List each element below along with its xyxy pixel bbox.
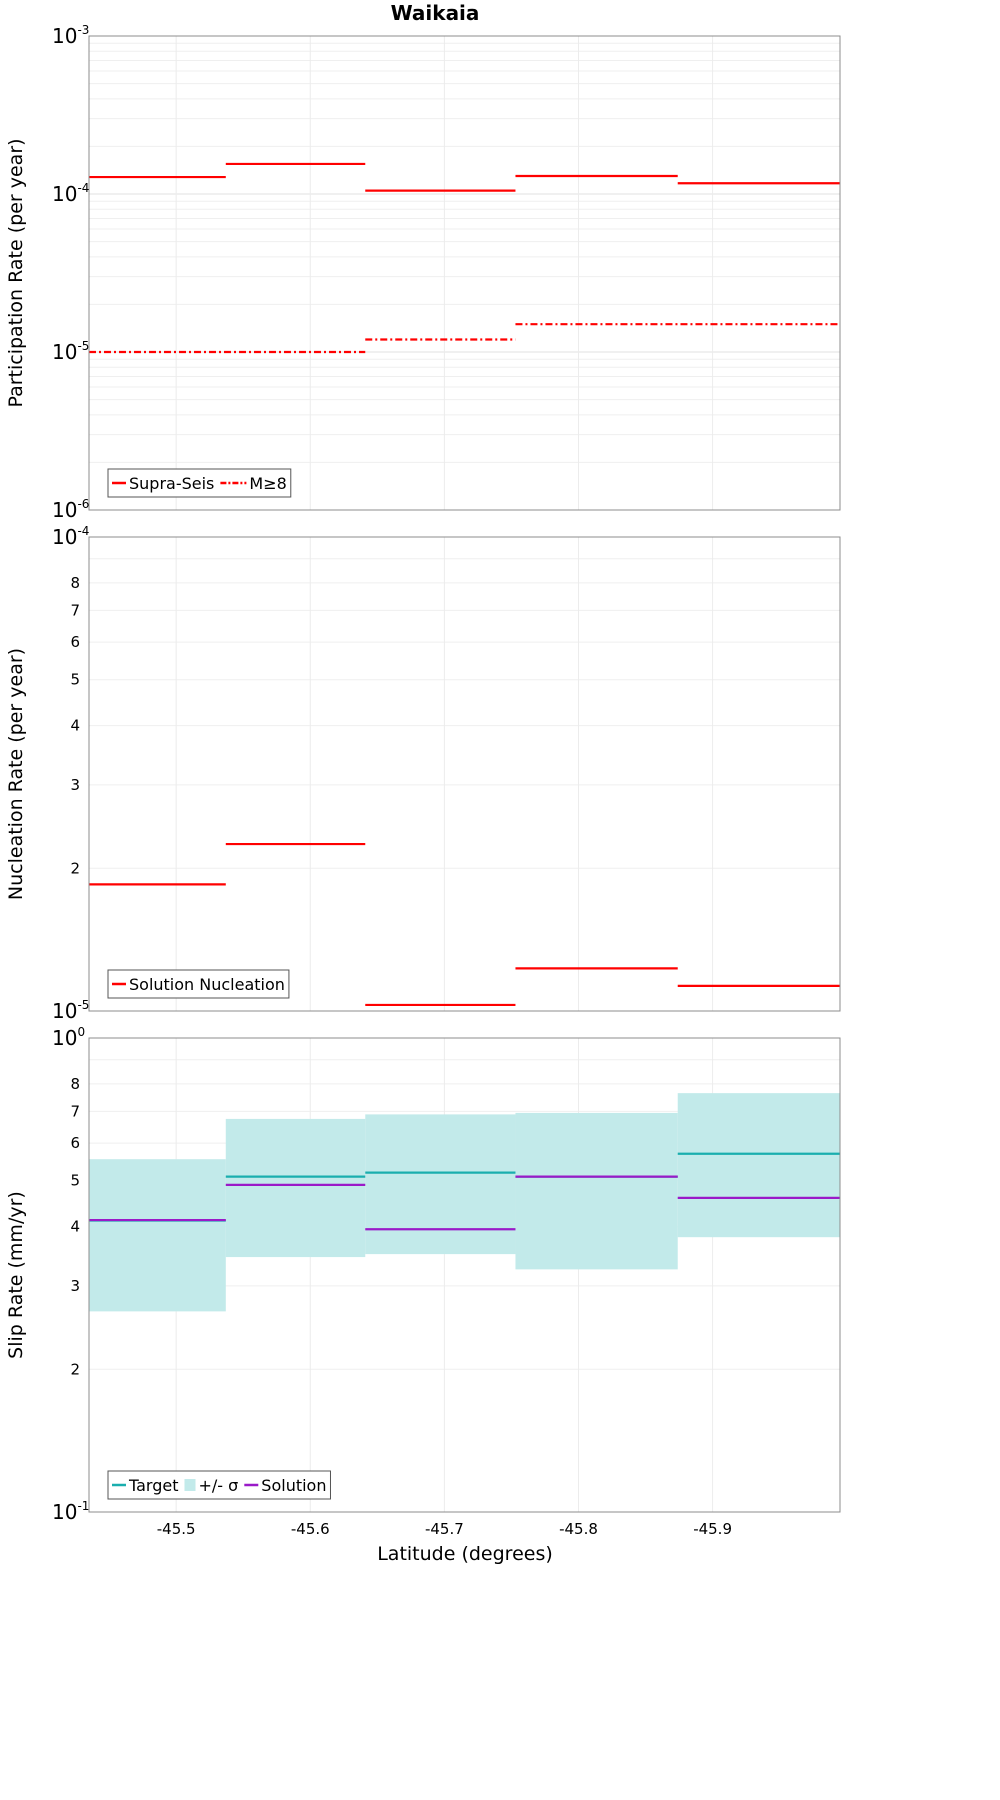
y-tick-label: 10-6 (52, 497, 89, 522)
sigma-band (89, 1159, 226, 1312)
y-axis-label: Participation Rate (per year) (5, 138, 27, 407)
y-minor-tick-label: 8 (70, 1075, 80, 1093)
y-tick-label: 10-5 (52, 339, 89, 364)
legend-label: Target (128, 1476, 179, 1495)
y-axis-label: Slip Rate (mm/yr) (5, 1191, 27, 1359)
y-tick-exponent: -6 (77, 497, 89, 511)
sigma-band (515, 1112, 678, 1270)
y-minor-tick-label: 2 (70, 1360, 80, 1378)
figure: Waikaia 10-6 10-5 10-4 10-3 Participation Ra… (5, 1, 841, 1565)
plot-area (89, 36, 840, 510)
y-minor-tick-label: 3 (70, 776, 80, 794)
plot-frame (88, 1037, 841, 1513)
chart-title: Waikaia (391, 1, 480, 25)
x-tick-label: -45.7 (425, 1520, 464, 1538)
panel-nucleation: 10-5 10-4 2 3 4 5 6 7 8 Nucleation Rate (per year… (5, 524, 841, 1023)
x-tick-label: -45.5 (157, 1520, 196, 1538)
y-minor-tick-label: 6 (70, 1134, 80, 1152)
y-minor-tick-label: 7 (70, 1102, 80, 1120)
legend-box (107, 468, 292, 498)
y-tick-exponent: -1 (77, 1499, 89, 1513)
y-minor-tick-label: 4 (70, 1218, 80, 1236)
legend-label: M≥8 (249, 474, 286, 493)
panel-slip-rate: 10-1 100 2 3 4 5 6 7 8 -45.5 -45.6 -45.7 -45.8 -45.9 S… (5, 1025, 841, 1538)
y-tick-exponent: -5 (77, 339, 89, 353)
y-tick-exponent: -4 (77, 524, 89, 538)
plot-frame (88, 536, 841, 1012)
y-tick-label: 10-1 (52, 1499, 89, 1524)
y-tick-exponent: -4 (77, 181, 89, 195)
y-minor-tick-label: 8 (70, 574, 80, 592)
legend-label: Solution Nucleation (129, 975, 285, 994)
y-tick-label: 10-3 (52, 23, 89, 48)
sigma-band (365, 1114, 516, 1255)
y-minor-tick-label: 3 (70, 1277, 80, 1295)
legend: Solution Nucleation (107, 969, 290, 999)
legend-swatch (184, 1479, 196, 1491)
y-minor-tick-label: 6 (70, 633, 80, 651)
y-minor-tick-label: 5 (70, 671, 80, 689)
y-tick-exponent: 0 (77, 1025, 85, 1039)
y-minor-tick-label: 7 (70, 601, 80, 619)
y-minor-tick-label: 2 (70, 859, 80, 877)
y-tick-label: 10-4 (52, 181, 89, 206)
y-tick-label: 100 (52, 1025, 85, 1050)
plot-frame (88, 35, 841, 511)
y-minor-tick-label: 4 (70, 717, 80, 735)
y-tick-label: 10-5 (52, 998, 89, 1023)
y-axis-label: Nucleation Rate (per year) (5, 648, 27, 900)
legend-label: Supra-Seis (129, 474, 214, 493)
legend-box (107, 1470, 331, 1500)
x-tick-label: -45.9 (693, 1520, 732, 1538)
y-tick-exponent: -5 (77, 998, 89, 1012)
sigma-band (677, 1093, 840, 1238)
x-tick-label: -45.8 (559, 1520, 598, 1538)
panel-participation: 10-6 10-5 10-4 10-3 Participation Rate (per … (5, 23, 841, 522)
x-tick-label: -45.6 (291, 1520, 330, 1538)
legend: Target +/- σ Solution (107, 1470, 331, 1500)
plot-area (89, 537, 840, 1011)
legend: Supra-Seis M≥8 (107, 468, 292, 498)
y-tick-label: 10-4 (52, 524, 89, 549)
legend-box (107, 969, 290, 999)
legend-label: +/- σ (199, 1476, 239, 1495)
y-tick-exponent: -3 (77, 23, 89, 37)
sigma-band (225, 1118, 366, 1258)
y-minor-tick-label: 5 (70, 1172, 80, 1190)
x-axis-label: Latitude (degrees) (377, 1543, 553, 1565)
legend-label: Solution (261, 1476, 326, 1495)
